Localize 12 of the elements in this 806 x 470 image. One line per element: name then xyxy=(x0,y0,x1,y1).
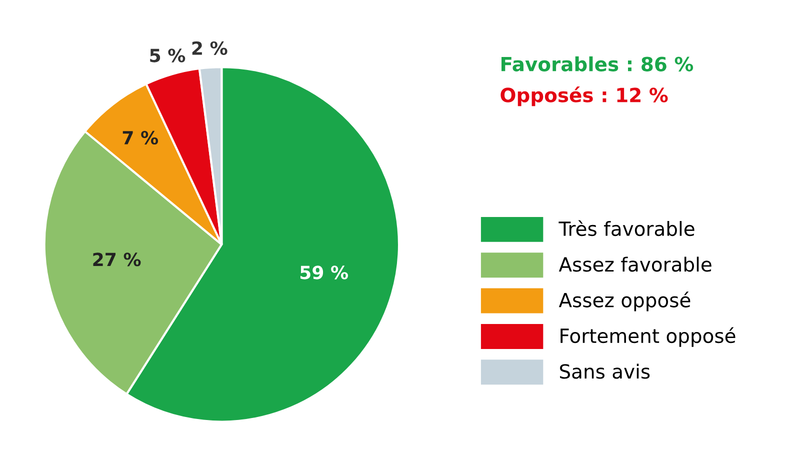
text: Favorables : 86 % xyxy=(502,56,694,72)
text: Opposés : 12 % xyxy=(500,86,668,106)
data-label: 7 % xyxy=(122,130,158,145)
legend-label: Assez opposé xyxy=(558,292,690,312)
data-label: 27 % xyxy=(93,252,141,266)
data-label: 5 % xyxy=(150,48,186,62)
legend-label: Sans avis xyxy=(560,364,650,379)
legend-label: Assez favorable xyxy=(558,256,712,272)
data-label: 2 % xyxy=(192,41,228,55)
legend-label: Fortement opposé xyxy=(560,327,736,347)
data-label: 59 % xyxy=(300,266,348,280)
legend-label: Très favorable xyxy=(558,220,694,236)
